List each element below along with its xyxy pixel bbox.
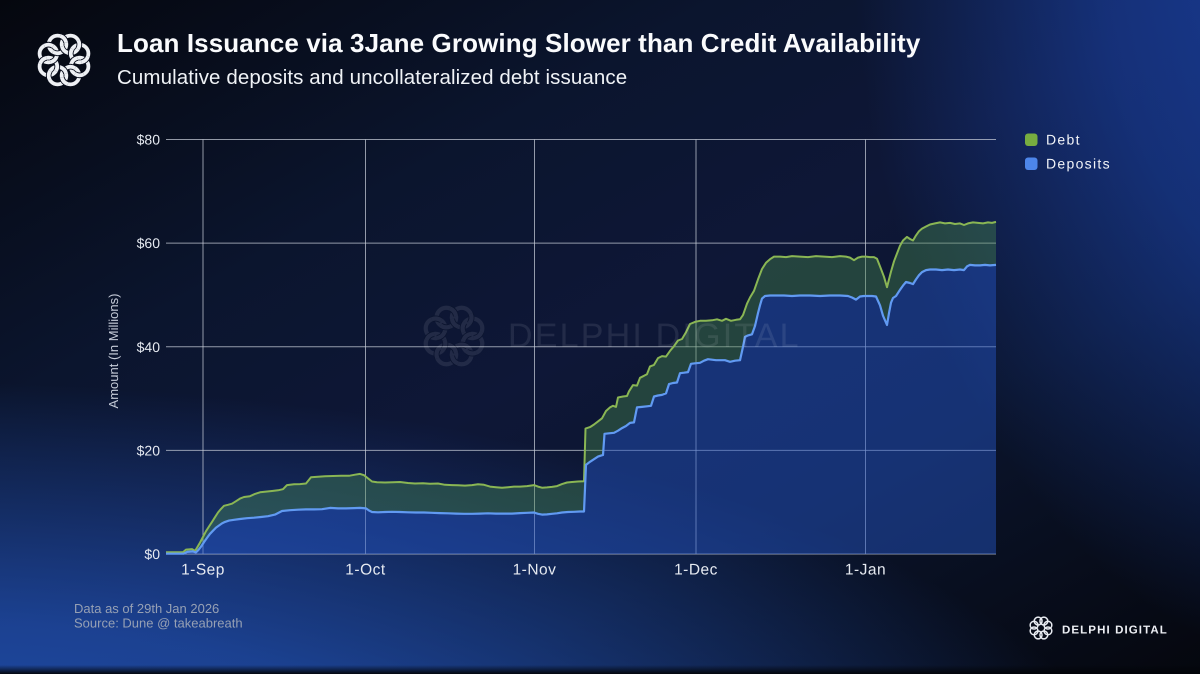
- svg-text:1-Dec: 1-Dec: [674, 562, 718, 579]
- svg-text:Source: Dune @ takeabreath: Source: Dune @ takeabreath: [74, 616, 243, 631]
- svg-text:1-Jan: 1-Jan: [845, 562, 886, 579]
- svg-text:Debt: Debt: [1046, 132, 1081, 148]
- svg-text:$60: $60: [137, 235, 161, 251]
- svg-text:DELPHI DIGITAL: DELPHI DIGITAL: [508, 317, 801, 355]
- svg-text:DELPHI DIGITAL: DELPHI DIGITAL: [1062, 625, 1168, 637]
- svg-text:$0: $0: [144, 546, 160, 562]
- svg-text:Data as of 29th Jan 2026: Data as of 29th Jan 2026: [74, 601, 219, 616]
- svg-text:1-Nov: 1-Nov: [513, 562, 557, 579]
- svg-text:Deposits: Deposits: [1046, 156, 1111, 172]
- svg-text:1-Sep: 1-Sep: [181, 562, 225, 579]
- svg-text:Amount (In Millions): Amount (In Millions): [106, 294, 121, 409]
- svg-text:1-Oct: 1-Oct: [345, 562, 386, 579]
- svg-text:$80: $80: [137, 132, 161, 148]
- svg-text:$40: $40: [137, 339, 161, 355]
- svg-text:$20: $20: [137, 442, 161, 458]
